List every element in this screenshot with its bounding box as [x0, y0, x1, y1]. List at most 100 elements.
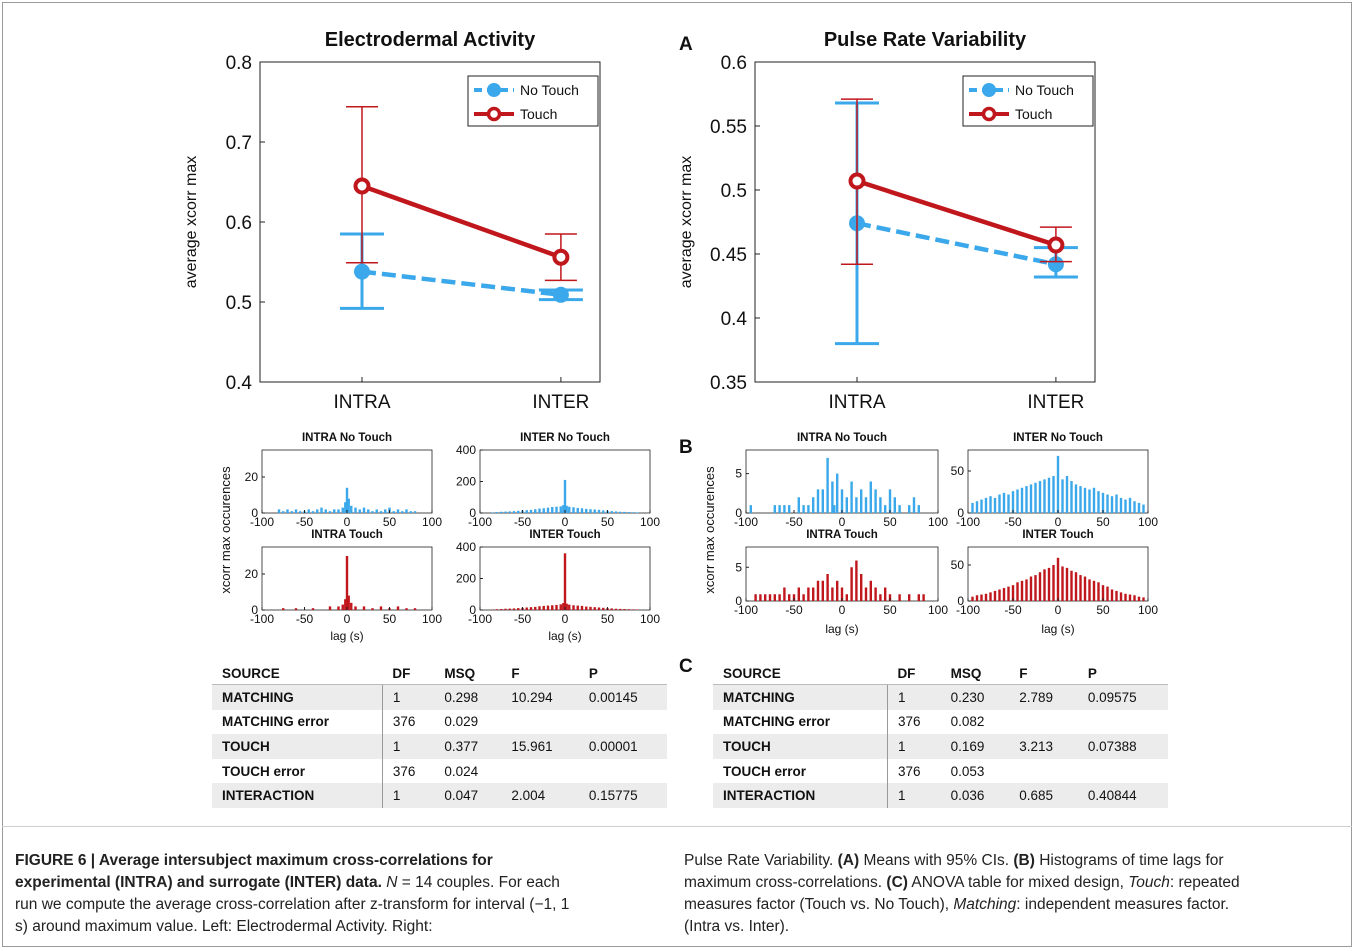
- source-cell: INTERACTION: [713, 783, 888, 808]
- histogram-bar: [845, 497, 848, 513]
- histogram-bar: [797, 497, 800, 513]
- histogram-bar: [998, 494, 1001, 513]
- histogram-bar: [311, 608, 315, 610]
- histogram-bar: [508, 511, 511, 513]
- histogram-bar: [1011, 585, 1015, 601]
- histogram-bar: [797, 587, 800, 601]
- histogram-bar: [568, 604, 571, 610]
- x-tick-label: 100: [640, 612, 660, 626]
- histogram-bar: [1070, 481, 1073, 513]
- histogram-bar: [413, 608, 417, 610]
- p-cell: 0.07388: [1077, 734, 1168, 759]
- histogram-bar: [1061, 479, 1064, 513]
- histogram-bar: [367, 509, 370, 513]
- histogram-bar: [908, 505, 911, 513]
- histogram-bar: [975, 595, 979, 601]
- y-tick-label: 0: [469, 603, 476, 617]
- col-msq: MSQ: [940, 662, 1010, 685]
- y-axis-label: xcorr max occurences: [702, 466, 717, 594]
- histogram-bar: [529, 607, 533, 610]
- y-tick-label: 200: [456, 572, 476, 586]
- x-tick-label: 50: [383, 515, 397, 529]
- histogram-bar: [354, 606, 357, 610]
- x-tick-label: -50: [296, 515, 314, 529]
- histogram-bar: [347, 498, 350, 513]
- histogram-bar: [623, 511, 626, 513]
- caption-segment: (B): [1013, 852, 1035, 869]
- col-source: SOURCE: [212, 662, 383, 685]
- histogram-bar: [989, 592, 992, 601]
- x-tick-label: 50: [883, 515, 897, 529]
- y-tick-label: 5: [735, 560, 742, 574]
- histogram-bar: [1052, 565, 1055, 601]
- histogram-bar: [614, 511, 618, 513]
- x-tick-label: 0: [562, 515, 569, 529]
- x-tick-label: 100: [928, 515, 948, 529]
- histogram-bar: [971, 502, 974, 513]
- histogram-bar: [1007, 586, 1010, 601]
- histogram-bar: [538, 606, 541, 610]
- histogram-bar: [593, 509, 596, 513]
- histogram-bar: [401, 511, 404, 513]
- histogram-bar: [576, 507, 579, 513]
- y-tick-label: 0: [735, 506, 742, 520]
- histogram-bar: [898, 505, 901, 513]
- histogram-bar: [1065, 567, 1069, 601]
- df-cell: 1: [381, 734, 435, 759]
- histogram-bar: [328, 511, 332, 513]
- histogram-bar: [559, 506, 562, 513]
- histogram-bar: [888, 594, 892, 601]
- source-cell: TOUCH: [212, 734, 383, 759]
- histogram-bar: [337, 509, 340, 513]
- x-tick-label: -100: [734, 603, 758, 617]
- df-cell: 1: [886, 684, 941, 710]
- x-tick-label: -50: [296, 612, 314, 626]
- histogram-bar: [816, 580, 820, 601]
- df-cell: 1: [886, 734, 941, 759]
- x-tick-label: 50: [601, 612, 615, 626]
- histogram-bar: [778, 505, 781, 513]
- histogram-bar: [572, 605, 575, 610]
- x-tick-label: 0: [344, 612, 351, 626]
- histogram-title: INTER Touch: [529, 529, 600, 541]
- histogram-bar: [1110, 589, 1114, 601]
- y-axis-label: xcorr max occurences: [218, 466, 233, 594]
- histogram-bar: [396, 509, 400, 513]
- p-cell: [579, 759, 667, 784]
- x-tick-label: -50: [785, 603, 803, 617]
- col-f: F: [501, 662, 579, 685]
- legend-marker: [982, 83, 996, 97]
- y-tick-label: 0.5: [226, 293, 252, 314]
- histogram-bar: [1106, 586, 1109, 601]
- histogram-bar: [833, 505, 836, 513]
- histogram-bar: [405, 509, 408, 513]
- data-point-no-touch: [1047, 256, 1064, 273]
- source-cell: TOUCH error: [222, 763, 306, 779]
- histogram-bar: [299, 511, 302, 513]
- histogram-inter-no-touch: INTER No Touch 0 200 400 -100 -50 0 50 100: [456, 432, 660, 529]
- histogram-bar: [585, 606, 588, 610]
- y-tick-label: 0.35: [710, 373, 747, 394]
- legend-label: No Touch: [520, 82, 579, 98]
- histogram-bar: [525, 607, 528, 610]
- y-tick-label: 20: [245, 470, 259, 484]
- caption-right: Pulse Rate Variability. (A) Means with 9…: [684, 850, 1244, 938]
- caption-title: FIGURE 6 | Average intersubject maximum …: [15, 852, 493, 891]
- y-tick-label: 50: [951, 464, 965, 478]
- histogram-bar: [1025, 486, 1028, 513]
- histogram-bar: [1106, 494, 1109, 513]
- histogram-title: INTER Touch: [1022, 529, 1093, 541]
- x-axis-label: lag (s): [825, 622, 858, 636]
- y-tick-label: 0.7: [226, 133, 252, 154]
- x-tick-label: 100: [1138, 603, 1158, 617]
- histogram-intra-touch: INTRA Touch 0 5 -100 -50 0 50 100: [734, 529, 948, 617]
- histogram-bar: [836, 580, 839, 601]
- histogram-bar: [1056, 455, 1060, 513]
- msq-cell: 0.029: [444, 714, 479, 730]
- histogram-bar: [759, 594, 762, 601]
- histogram-bar: [1038, 481, 1042, 513]
- histogram-bar: [850, 481, 853, 513]
- f-cell: 0.685: [1009, 783, 1078, 808]
- histogram-bar: [333, 509, 336, 513]
